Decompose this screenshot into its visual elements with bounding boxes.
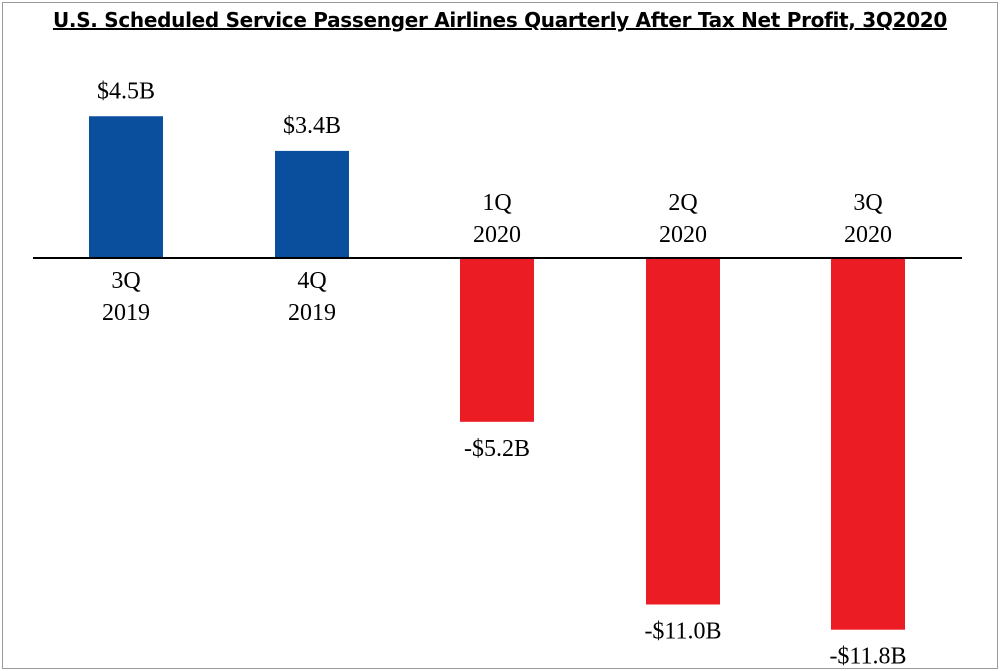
bar-2	[275, 150, 349, 258]
category-label-1-line2: 2019	[102, 300, 150, 326]
value-label-4: -$11.0B	[644, 619, 721, 645]
bar-5	[831, 258, 905, 630]
category-label-3-line2: 2020	[473, 222, 521, 248]
category-label-1-line1: 3Q	[111, 268, 140, 294]
category-label-3-line1: 1Q	[482, 190, 511, 216]
chart-title: U.S. Scheduled Service Passenger Airline…	[52, 8, 948, 32]
category-label-5-line2: 2020	[844, 222, 892, 248]
category-label-4-line2: 2020	[659, 222, 707, 248]
category-label-2-line2: 2019	[288, 300, 336, 326]
category-label-2-line1: 4Q	[297, 268, 326, 294]
bar-1	[89, 116, 163, 258]
value-label-5: -$11.8B	[829, 644, 906, 670]
category-label-5-line1: 3Q	[853, 190, 882, 216]
value-label-3: -$5.2B	[464, 436, 530, 462]
bar-3	[460, 258, 534, 422]
value-label-1: $4.5B	[97, 78, 155, 104]
category-label-4-line1: 2Q	[668, 190, 697, 216]
bar-4	[646, 258, 720, 605]
value-label-2: $3.4B	[283, 113, 341, 139]
